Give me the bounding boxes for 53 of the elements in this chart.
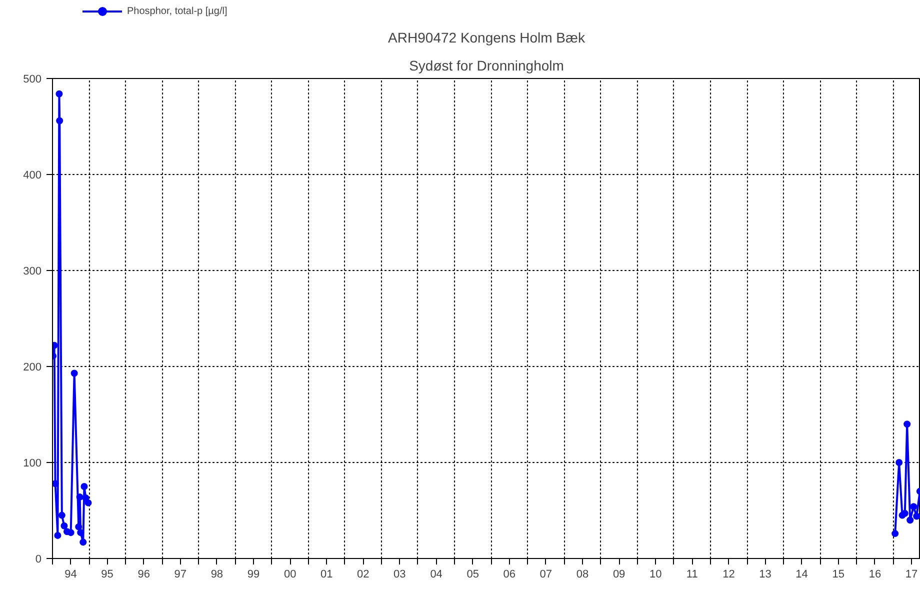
- x-tick-label: 99: [247, 568, 260, 580]
- point: [54, 532, 62, 539]
- x-tick-label: 98: [210, 568, 224, 580]
- point: [896, 459, 903, 466]
- x-tick-label: 96: [138, 568, 150, 580]
- y-tick-label: 200: [23, 362, 42, 374]
- point: [56, 90, 63, 98]
- x-tick-label: 16: [868, 568, 882, 580]
- point: [892, 530, 899, 538]
- x-tick-label: 01: [320, 568, 333, 580]
- chart-title: ARH90472 Kongens Holm Bæk: [388, 30, 586, 46]
- y-tick-label: 500: [23, 74, 42, 86]
- x-tick-label: 17: [905, 568, 918, 580]
- x-tick-label: 11: [686, 568, 698, 580]
- x-tick-label: 04: [430, 568, 442, 580]
- x-tick-label: 03: [394, 568, 406, 580]
- point: [58, 512, 66, 519]
- point: [913, 512, 920, 520]
- x-tick-label: 94: [64, 568, 77, 580]
- point: [80, 538, 87, 546]
- x-tick-label: 08: [576, 568, 589, 580]
- x-tick-label: 97: [174, 568, 187, 580]
- point: [76, 494, 84, 501]
- x-tick-label: 06: [503, 568, 516, 580]
- y-tick-label: 300: [23, 266, 42, 278]
- x-tick-label: 05: [466, 568, 479, 580]
- point: [60, 522, 68, 530]
- x-tick-label: 14: [796, 568, 808, 580]
- y-tick-label: 100: [23, 458, 42, 470]
- point: [904, 420, 911, 428]
- x-tick-label: 95: [101, 568, 114, 580]
- point: [910, 503, 918, 510]
- x-tick-label: 15: [832, 568, 844, 580]
- x-tick-label: 00: [284, 568, 296, 580]
- y-tick-label: 0: [35, 554, 42, 566]
- point: [56, 117, 64, 124]
- point: [84, 499, 92, 506]
- x-tick-label: 10: [649, 568, 662, 580]
- point: [75, 523, 82, 530]
- point: [80, 483, 88, 490]
- legend-label: Phosphor, total-p [µg/l]: [127, 6, 228, 16]
- x-tick-label: 13: [759, 568, 772, 580]
- point: [77, 529, 84, 536]
- x-tick-label: 02: [357, 568, 370, 580]
- point: [906, 516, 914, 524]
- point: [52, 480, 59, 488]
- point: [70, 370, 78, 377]
- y-tick-label: 400: [23, 170, 42, 182]
- x-tick-label: 12: [722, 568, 735, 580]
- point: [67, 529, 74, 536]
- x-tick-label: 09: [612, 568, 626, 580]
- chart-subtitle: Sydøst for Dronningholm: [409, 58, 564, 74]
- x-tick-label: 07: [540, 568, 552, 580]
